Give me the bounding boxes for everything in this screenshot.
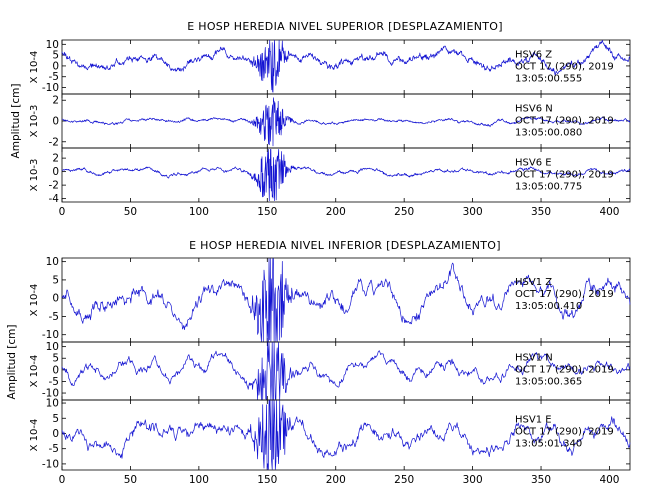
seismic-trace [61, 400, 631, 470]
y-axis-label: Amplitud [cm] [6, 325, 18, 400]
x-tick-label: 200 [326, 474, 346, 486]
date-label: OCT 17 (290), 2019 [515, 365, 614, 376]
seismic-trace [61, 342, 631, 400]
x-tick-label: 150 [257, 206, 277, 218]
panel-frame [61, 399, 631, 471]
x-tick-label: 400 [599, 206, 619, 218]
y-tick-label: 5 [52, 413, 59, 425]
time-label: 13:05:00.555 [515, 73, 582, 84]
y-axis-label: Amplitud [cm] [10, 84, 22, 159]
station-label: HSV1 E [515, 414, 552, 425]
exponent-label: X 10-4 [29, 284, 40, 317]
y-tick-label: 10 [46, 341, 59, 353]
x-tick-label: 350 [531, 206, 551, 218]
y-tick-label: 2 [52, 153, 59, 165]
time-label: 13:05:01.340 [515, 438, 582, 449]
y-tick-label: -10 [42, 388, 59, 400]
y-tick-label: -2 [49, 136, 59, 148]
y-tick-label: -5 [49, 71, 59, 83]
x-tick-label: 300 [463, 206, 483, 218]
y-tick-label: 0 [52, 60, 59, 72]
x-tick-label: 300 [463, 474, 483, 486]
y-tick-label: -10 [42, 458, 59, 470]
panel-frame [61, 147, 631, 203]
y-tick-label: 0 [52, 166, 59, 178]
x-tick-label: 0 [59, 474, 66, 486]
station-label: HSV6 N [515, 103, 553, 114]
station-label: HSV6 E [515, 157, 552, 168]
lower-level-chart: E HOSP HEREDIA NIVEL INFERIOR [DESPLAZAM… [6, 239, 631, 486]
seismic-trace [61, 40, 631, 93]
x-tick-label: 350 [531, 474, 551, 486]
chart-title: E HOSP HEREDIA NIVEL SUPERIOR [DESPLAZAM… [187, 20, 503, 33]
y-tick-label: 0 [52, 116, 59, 128]
y-tick-label: 10 [46, 39, 59, 51]
seismic-trace [61, 148, 631, 202]
station-label: HSV1 Z [515, 277, 552, 288]
exponent-label: X 10-4 [29, 355, 40, 388]
x-tick-label: 50 [124, 206, 137, 218]
exponent-label: X 10-4 [29, 419, 40, 452]
date-label: OCT 17 (290), 2019 [515, 115, 614, 126]
seismic-trace [61, 258, 631, 342]
y-tick-label: -5 [49, 376, 59, 388]
upper-level-chart: E HOSP HEREDIA NIVEL SUPERIOR [DESPLAZAM… [10, 20, 631, 218]
y-tick-label: 10 [46, 256, 59, 268]
time-label: 13:05:00.080 [515, 127, 582, 138]
date-label: OCT 17 (290), 2019 [515, 61, 614, 72]
y-tick-label: 5 [52, 353, 59, 365]
station-label: HSV6 Z [515, 49, 552, 60]
x-tick-label: 50 [124, 474, 137, 486]
x-tick-label: 250 [394, 474, 414, 486]
time-label: 13:05:00.410 [515, 301, 582, 312]
station-label: HSV1 N [515, 353, 553, 364]
y-tick-label: -2 [49, 180, 59, 192]
exponent-label: X 10-3 [29, 105, 40, 138]
y-tick-label: -5 [49, 311, 59, 323]
y-tick-label: -10 [42, 329, 59, 341]
y-tick-label: -4 [49, 193, 60, 205]
x-tick-label: 250 [394, 206, 414, 218]
y-tick-label: 0 [52, 293, 59, 305]
y-tick-label: 5 [52, 274, 59, 286]
time-label: 13:05:00.365 [515, 377, 582, 388]
exponent-label: X 10-4 [29, 51, 40, 84]
time-label: 13:05:00.775 [515, 181, 582, 192]
y-tick-label: 0 [52, 428, 59, 440]
y-tick-label: 2 [52, 95, 59, 107]
y-tick-label: -5 [49, 443, 59, 455]
y-tick-label: 5 [52, 50, 59, 62]
seismic-trace [61, 97, 631, 147]
date-label: OCT 17 (290), 2019 [515, 426, 614, 437]
x-tick-label: 0 [59, 206, 66, 218]
x-tick-label: 200 [326, 206, 346, 218]
x-tick-label: 400 [599, 474, 619, 486]
x-tick-label: 100 [189, 474, 209, 486]
date-label: OCT 17 (290), 2019 [515, 289, 614, 300]
y-tick-label: 10 [46, 398, 59, 410]
exponent-label: X 10-3 [29, 159, 40, 192]
y-tick-label: 0 [52, 364, 59, 376]
date-label: OCT 17 (290), 2019 [515, 169, 614, 180]
x-tick-label: 100 [189, 206, 209, 218]
y-tick-label: -10 [42, 82, 59, 94]
x-tick-label: 150 [257, 474, 277, 486]
chart-title: E HOSP HEREDIA NIVEL INFERIOR [DESPLAZAM… [189, 239, 501, 252]
